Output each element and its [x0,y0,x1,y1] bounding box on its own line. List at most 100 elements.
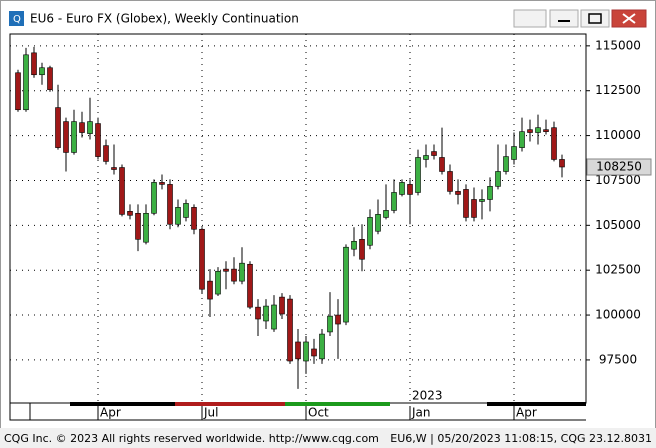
candle-body [343,246,349,323]
candle-body [103,145,109,162]
candle-body [407,184,413,195]
candle-body [383,210,389,218]
candle-body [167,184,173,225]
candle-body [287,298,293,362]
candle-body [15,72,21,111]
candle-body [31,52,37,76]
restore-glyph [588,13,602,24]
last-price-box [586,158,652,176]
candle-body [487,186,493,200]
candle-body [479,199,485,202]
candle-body [191,207,197,230]
candle-body [527,129,533,133]
restore-button[interactable] [580,9,610,28]
candle-body [375,214,381,232]
candle-body [127,211,133,216]
candle-body [319,333,325,360]
y-tick-label: 102500 [595,263,641,277]
candle-body [519,131,525,148]
y-tick-label: 107500 [595,173,641,187]
candle-body [439,157,445,172]
status-bar [0,428,656,448]
y-tick-label: 110000 [595,128,641,142]
candle-body [183,203,189,218]
y-tick-label: 112500 [595,83,641,97]
x-tick-label: Apr [100,406,121,420]
candle-body [119,167,125,215]
candle-body [423,155,429,160]
candle-body [551,127,557,160]
candle-body [447,171,453,192]
status-left: CQG Inc. © 2023 All rights reserved worl… [4,432,379,445]
close-glyph [622,13,636,24]
x-tick-label: Jan [411,406,431,420]
candle-body [151,182,157,214]
quarter-strip [487,402,586,406]
candle-body [335,314,341,325]
candle-body [295,341,301,360]
candle-body [111,167,117,170]
link-button[interactable] [513,9,547,28]
year-label: 2023 [412,389,443,403]
candle-body [255,306,261,320]
candle-body [327,315,333,333]
candle-body [303,341,309,362]
candle-body [71,121,77,153]
candle-body [359,239,365,260]
candle-body [503,156,509,172]
app-icon [9,11,24,26]
y-tick-label: 105000 [595,218,641,232]
candle-body [279,296,285,315]
window-title: EU6 - Euro FX (Globex), Weekly Continuat… [30,12,299,26]
x-tick-label: Oct [308,406,329,420]
candle-body [79,122,85,133]
candle-body [535,127,541,133]
y-tick-label: 100000 [595,308,641,322]
candle-body [463,189,469,218]
candle-body [47,67,53,90]
x-tick-label: Jul [203,406,218,420]
candle-body [263,305,269,322]
last-price-label: 108250 [596,159,642,173]
candle-body [247,263,253,308]
candle-body [63,121,69,153]
candle-body [559,159,565,168]
candle-body [367,217,373,246]
candle-body [223,268,229,272]
scroll-box[interactable] [9,402,31,421]
candle-body [135,212,141,240]
candle-body [95,123,101,157]
quarter-strip [285,402,390,406]
app-icon-glyph: Q [13,14,21,25]
candle-body [207,280,213,300]
candle-body [471,199,477,218]
candle-body [431,151,437,156]
x-tick-label: Apr [516,406,537,420]
candle-body [23,54,29,111]
candle-body [495,171,501,187]
candle-body [399,182,405,195]
status-right: EU6,W | 05/20/2023 11:08:15, CQG 23.12.8… [390,432,652,445]
candle-body [391,192,397,211]
candle-body [175,207,181,225]
candle-body [55,107,61,148]
candle-body [143,212,149,243]
minimize-button[interactable] [549,9,579,28]
candle-body [271,304,277,330]
candle-body [39,67,45,76]
candle-body [159,182,165,185]
y-tick-label: 115000 [595,38,641,52]
candle-body [231,268,237,282]
candle-body [87,121,93,134]
candle-body [199,228,205,290]
quarter-strip [70,402,175,406]
quarter-strip [175,402,285,406]
candle-body [215,270,221,295]
candle-body [239,262,245,282]
candle-body [455,191,461,195]
candle-body [311,348,317,357]
y-tick-label: 97500 [599,352,637,366]
candle-body [415,157,421,193]
candle-body [351,240,357,250]
